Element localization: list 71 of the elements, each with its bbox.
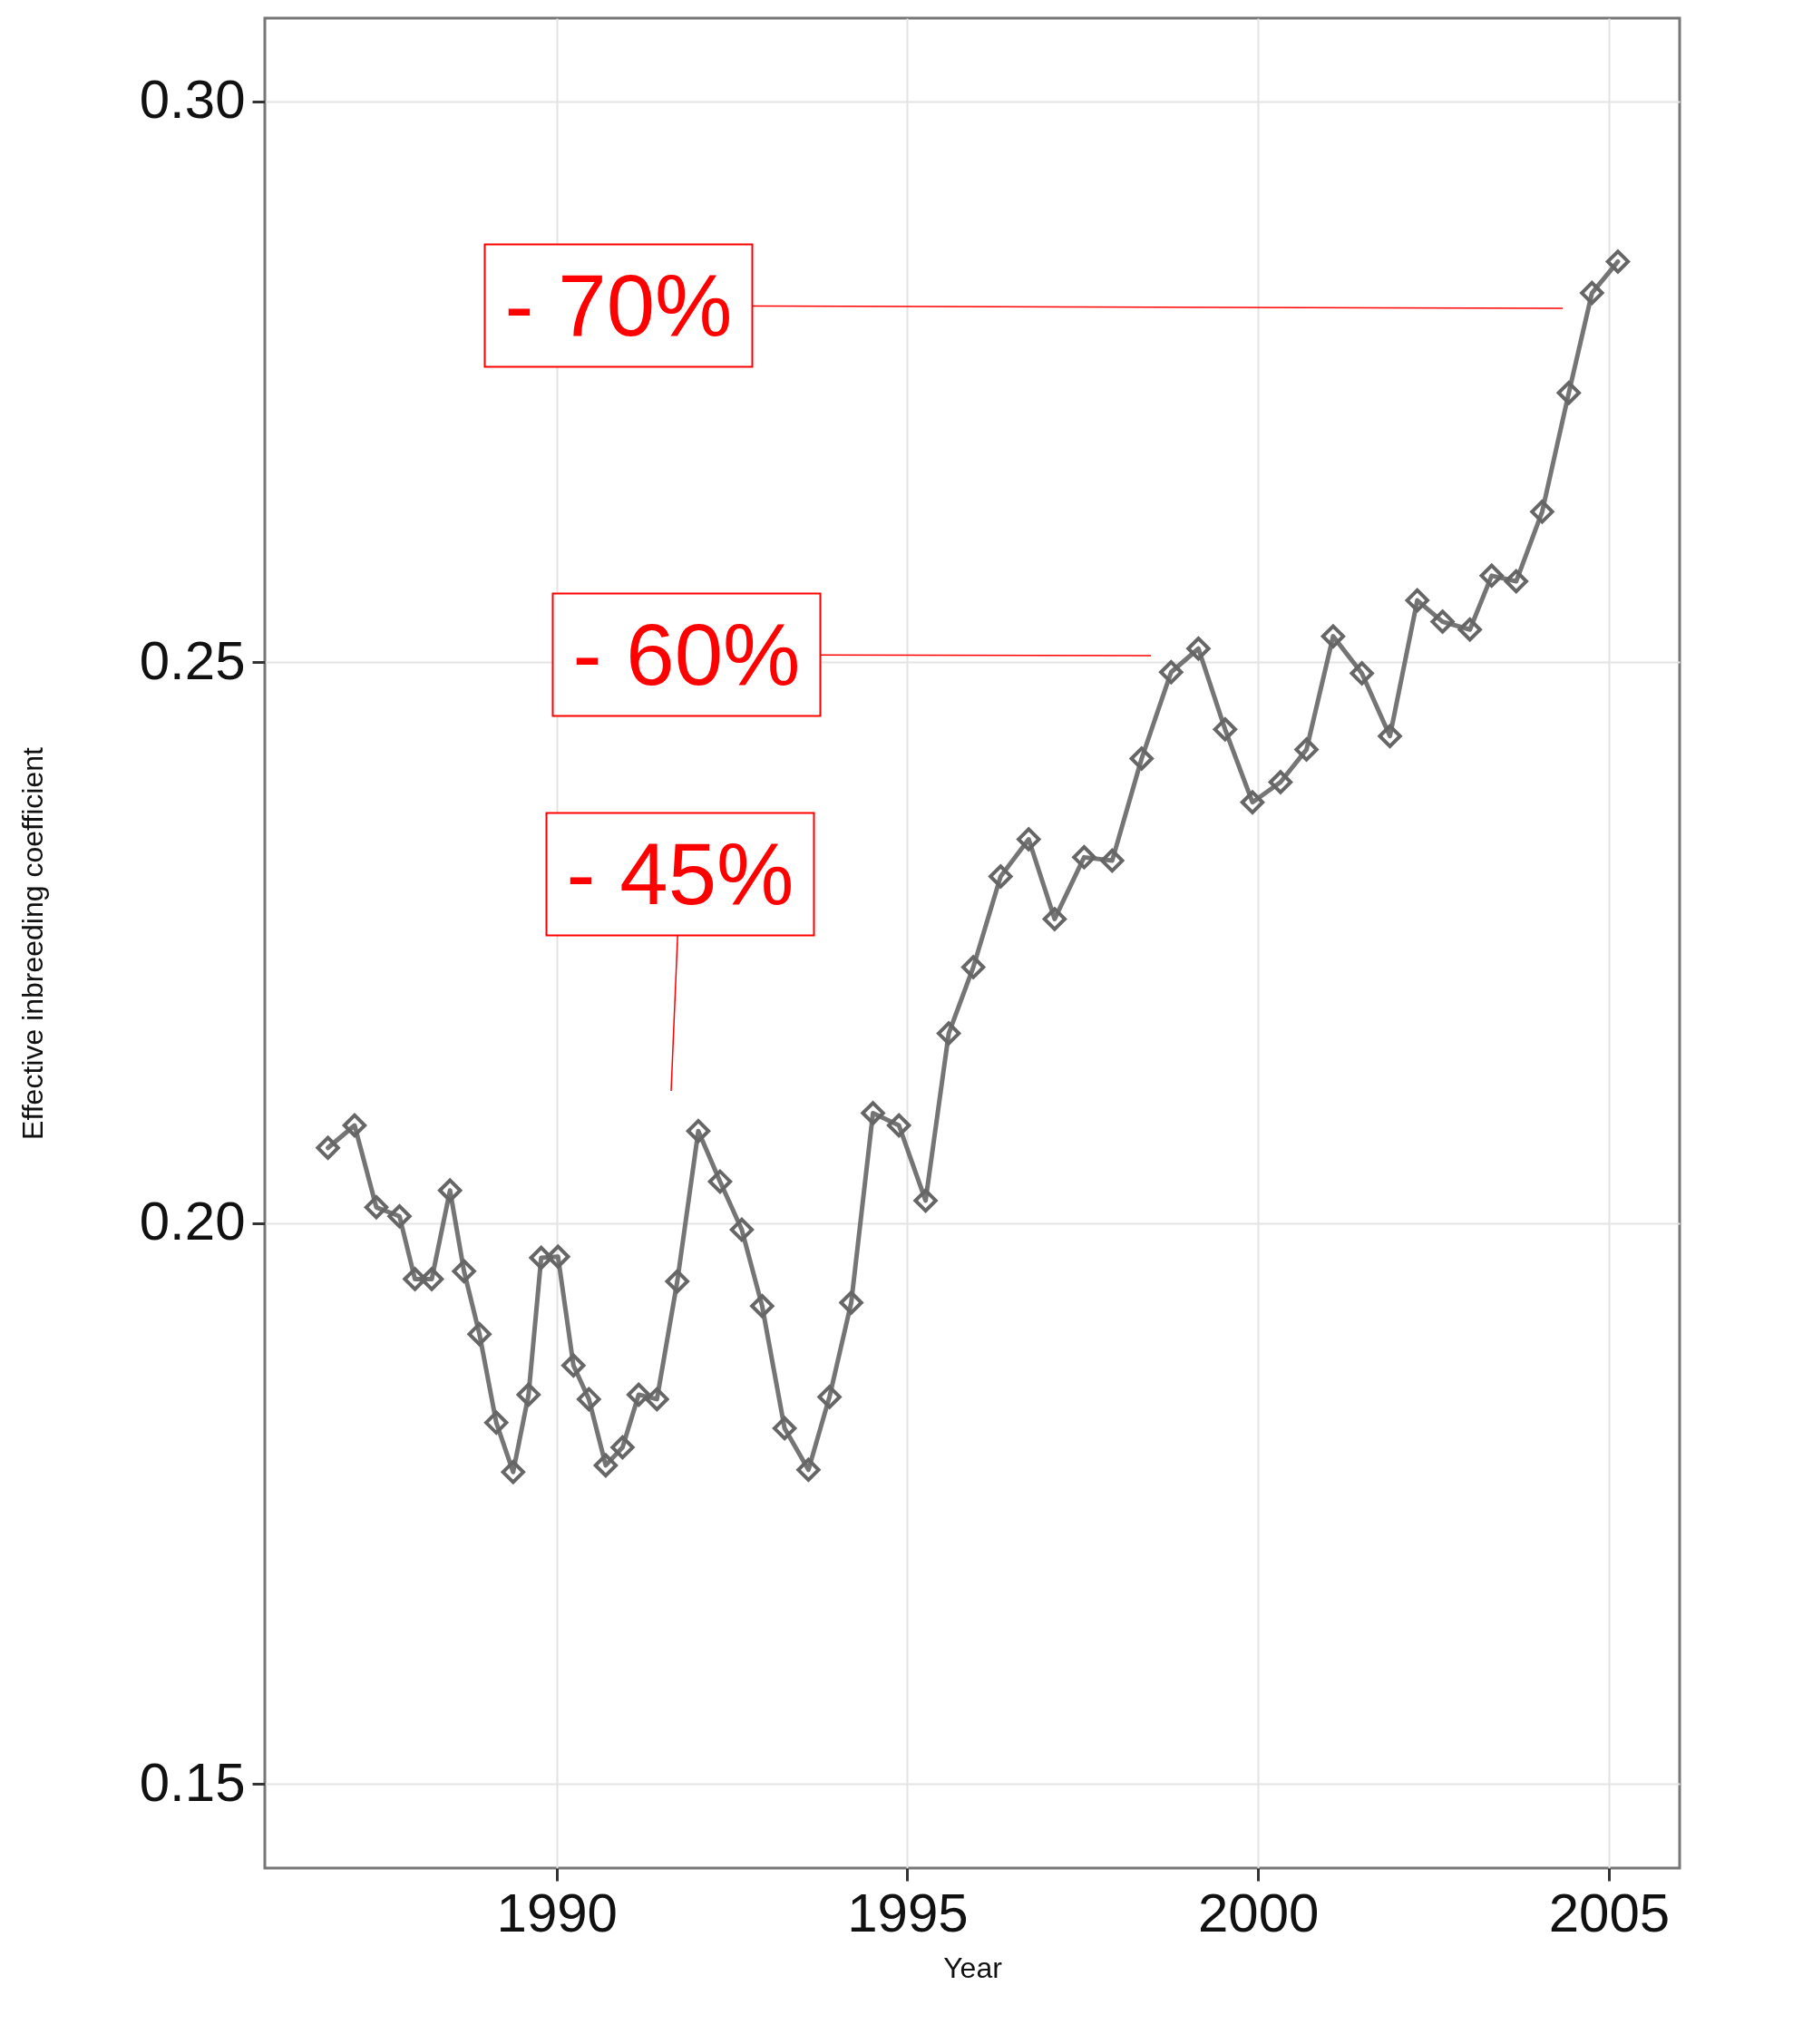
point xyxy=(1042,907,1067,931)
point xyxy=(316,1135,340,1160)
point xyxy=(403,1267,427,1291)
point xyxy=(796,1457,821,1482)
point xyxy=(501,1460,525,1484)
point xyxy=(1213,717,1237,742)
point xyxy=(1186,637,1211,661)
point xyxy=(1457,618,1482,642)
point xyxy=(1605,249,1631,274)
point xyxy=(839,1290,863,1315)
point xyxy=(772,1416,797,1441)
point xyxy=(387,1204,412,1229)
point xyxy=(1294,737,1319,762)
point xyxy=(729,1217,755,1242)
point xyxy=(1350,661,1374,686)
point xyxy=(1072,845,1096,870)
point xyxy=(1405,588,1429,613)
point xyxy=(960,955,986,979)
point xyxy=(1530,500,1554,524)
point xyxy=(1129,746,1154,771)
point xyxy=(1320,624,1346,648)
point xyxy=(419,1267,444,1291)
point xyxy=(1017,827,1041,852)
point xyxy=(1159,660,1184,685)
point xyxy=(1378,724,1402,748)
annotation: - 45% xyxy=(566,825,794,922)
y-tick-label: 0.20 xyxy=(139,1191,246,1252)
x-tick-label: 1990 xyxy=(496,1882,618,1943)
x-tick-label: 2000 xyxy=(1197,1882,1320,1943)
point xyxy=(529,1245,553,1270)
point xyxy=(577,1387,601,1412)
x-tick-label: 2005 xyxy=(1548,1882,1671,1943)
point xyxy=(989,864,1013,889)
point xyxy=(686,1119,711,1144)
point xyxy=(467,1321,492,1347)
point xyxy=(1268,770,1293,794)
point xyxy=(645,1387,669,1412)
point xyxy=(610,1435,635,1460)
point xyxy=(452,1259,476,1284)
point xyxy=(913,1188,938,1213)
y-tick-label: 0.15 xyxy=(139,1751,246,1813)
point xyxy=(364,1195,389,1220)
point xyxy=(707,1169,733,1194)
point xyxy=(438,1178,463,1202)
point xyxy=(342,1113,367,1138)
point xyxy=(1430,609,1455,634)
point xyxy=(484,1410,509,1436)
point xyxy=(1100,848,1125,873)
point xyxy=(627,1382,651,1407)
point xyxy=(1556,381,1581,405)
point xyxy=(561,1353,586,1377)
y-tick-label: 0.25 xyxy=(139,629,246,691)
point xyxy=(546,1244,570,1269)
point xyxy=(665,1269,689,1294)
y-tick-label: 0.30 xyxy=(139,69,246,131)
point xyxy=(1580,280,1604,306)
annotation: - 70% xyxy=(504,257,733,354)
x-tick-label: 1995 xyxy=(847,1882,969,1943)
point xyxy=(1504,569,1528,594)
x-axis-title: Year xyxy=(943,1951,1003,1984)
point xyxy=(1240,790,1265,814)
annotation: - 60% xyxy=(572,606,801,703)
point xyxy=(516,1382,541,1407)
y-axis-title: Effective inbreeding coefficient xyxy=(15,746,49,1140)
point xyxy=(861,1101,885,1125)
point xyxy=(887,1113,911,1138)
point xyxy=(750,1294,775,1319)
point xyxy=(593,1453,619,1478)
point xyxy=(1479,563,1504,589)
point xyxy=(936,1021,961,1046)
point xyxy=(817,1385,842,1409)
